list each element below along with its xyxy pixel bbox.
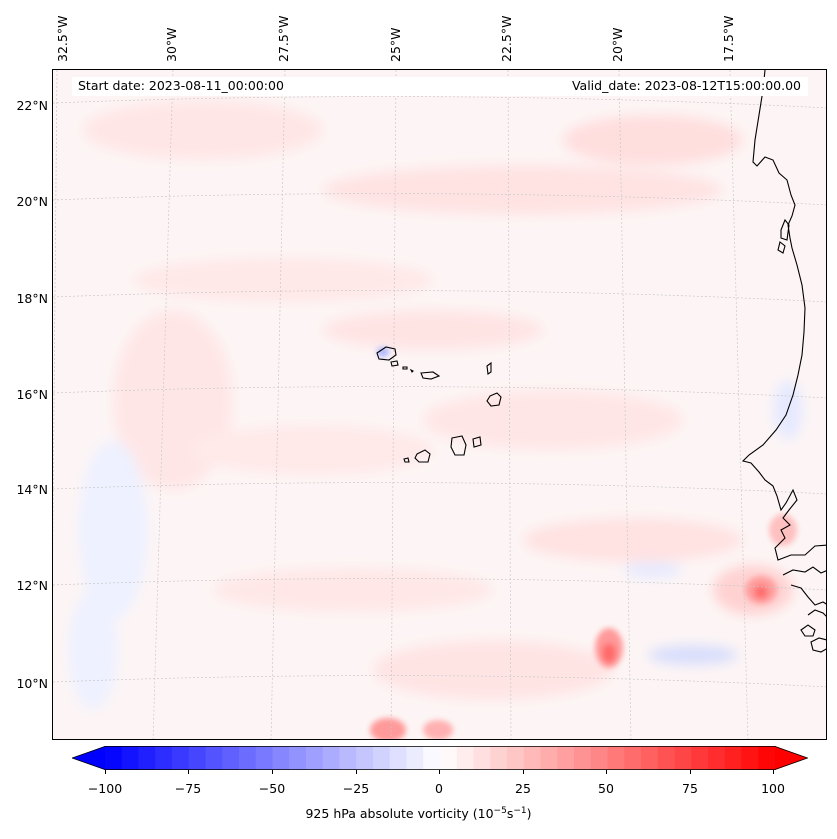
colorbar-segment [423, 746, 441, 770]
colorbar-segment [255, 746, 274, 770]
colorbar-segment [239, 746, 257, 770]
colorbar-segment [155, 746, 173, 770]
colorbar-segment [339, 746, 357, 770]
vorticity-patches [68, 100, 803, 710]
colorbar-segment [507, 746, 525, 770]
start-date: Start date: 2023-08-11_00:00:00 [78, 78, 284, 93]
colorbar-segment [624, 746, 642, 770]
map-area[interactable] [52, 69, 827, 740]
colorbar-segment [641, 746, 659, 770]
colorbar-segment [322, 746, 341, 770]
vorticity-maxima [370, 347, 797, 739]
lon-label: 20°W [610, 27, 625, 62]
colorbar-tick-label: 100 [761, 781, 785, 796]
date-info-box: Start date: 2023-08-11_00:00:00 Valid_da… [72, 77, 808, 96]
lat-label: 18°N [16, 291, 48, 306]
colorbar-segment [289, 746, 307, 770]
colorbar-segment [607, 746, 625, 770]
colorbar-segment [523, 746, 542, 770]
cape-verde-islands [376, 346, 502, 463]
colorbar-segment [490, 746, 508, 770]
colorbar-segment [172, 746, 190, 770]
colorbar-segment [205, 746, 223, 770]
colorbar-tickmark [773, 770, 774, 774]
colorbar-segment [440, 746, 458, 770]
valid-date: Valid_date: 2023-08-12T15:00:00.00 [571, 78, 801, 93]
lon-label: 22.5°W [499, 15, 514, 62]
colorbar-tick-label: 0 [435, 781, 443, 796]
colorbar-segment [724, 746, 743, 770]
graticule [53, 70, 826, 739]
colorbar-tick-label: −50 [258, 781, 286, 796]
colorbar-segment [138, 746, 156, 770]
colorbar-tickmark [188, 770, 189, 774]
colorbar-tick-label: 50 [598, 781, 614, 796]
colorbar-segment [574, 746, 592, 770]
colorbar-segment [473, 746, 491, 770]
lon-label: 32.5°W [55, 15, 70, 62]
colorbar-segment [373, 746, 391, 770]
colorbar-segment [389, 746, 408, 770]
colorbar-segment [188, 746, 207, 770]
colorbar-segment [590, 746, 609, 770]
colorbar-segment [657, 746, 676, 770]
colorbar-segment [222, 746, 240, 770]
lat-label: 12°N [16, 578, 48, 593]
lon-label: 17.5°W [721, 15, 736, 62]
colorbar-segment [691, 746, 709, 770]
colorbar-tick-label: −75 [174, 781, 202, 796]
colorbar [70, 746, 809, 770]
colorbar-segment [406, 746, 424, 770]
colorbar-tick-label: 25 [515, 781, 531, 796]
colorbar-tickmark [439, 770, 440, 774]
colorbar-segment [456, 746, 475, 770]
colorbar-outline [70, 746, 809, 770]
colorbar-tick-label: −25 [342, 781, 370, 796]
lon-label: 25°W [388, 27, 403, 62]
colorbar-segment [356, 746, 374, 770]
colorbar-tickmark [105, 770, 106, 774]
colorbar-segment [540, 746, 558, 770]
colorbar-tickmark [690, 770, 691, 774]
colorbar-segment [557, 746, 575, 770]
lat-label: 16°N [16, 387, 48, 402]
colorbar-label: 925 hPa absolute vorticity (10−5s−1) [305, 806, 532, 822]
lat-label: 20°N [16, 194, 48, 209]
colorbar-segment [272, 746, 290, 770]
colorbar-segment [741, 746, 759, 770]
colorbar-segment [708, 746, 726, 770]
colorbar-tick-label: −100 [87, 781, 123, 796]
colorbar-extend-max [775, 746, 808, 770]
lat-label: 22°N [16, 98, 48, 113]
colorbar-tickmark [523, 770, 524, 774]
colorbar-segment [306, 746, 324, 770]
lon-label: 27.5°W [276, 15, 291, 62]
vorticity-field [53, 70, 826, 739]
lat-label: 10°N [16, 676, 48, 691]
colorbar-segment [121, 746, 140, 770]
colorbar-gradient [70, 746, 809, 770]
colorbar-tickmark [356, 770, 357, 774]
africa-coastline [741, 70, 826, 653]
colorbar-extend-min [72, 746, 105, 770]
colorbar-tickmark [606, 770, 607, 774]
lat-label: 14°N [16, 482, 48, 497]
colorbar-segment [674, 746, 692, 770]
lon-label: 30°W [164, 27, 179, 62]
colorbar-segment [105, 746, 123, 770]
colorbar-tick-label: 75 [682, 781, 698, 796]
colorbar-segment [758, 746, 776, 770]
colorbar-tickmark [272, 770, 273, 774]
